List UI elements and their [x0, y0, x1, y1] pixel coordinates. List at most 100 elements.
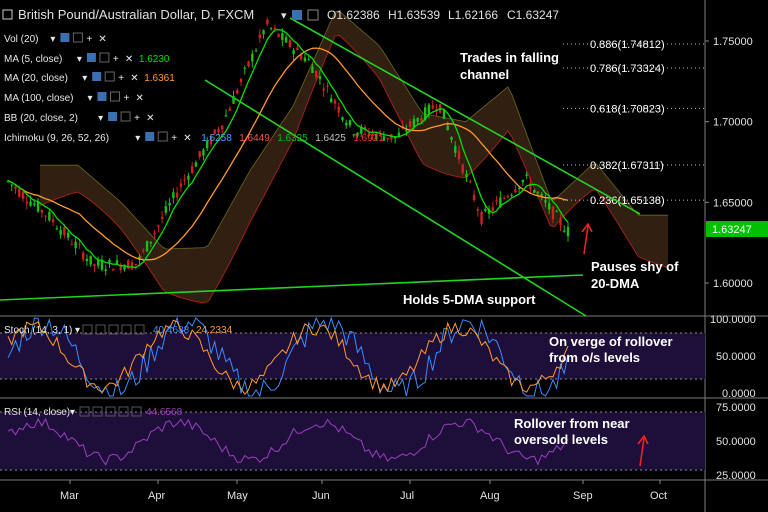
- ohlc-close: C1.63247: [507, 8, 559, 22]
- candle-body: [378, 131, 382, 133]
- stoch-toolbar-icons: [82, 324, 145, 335]
- candle-body: [93, 264, 96, 267]
- candle-body: [134, 263, 137, 265]
- candle-body: [326, 85, 329, 87]
- candle-body: [356, 132, 359, 136]
- symbol-title[interactable]: British Pound/Australian Dollar, D, FXCM: [18, 7, 254, 22]
- fib-label: 0.618(1.70823): [590, 103, 665, 115]
- fib-label: 0.886(1.74812): [590, 39, 665, 51]
- candle-body: [416, 118, 419, 122]
- settings-icon[interactable]: [292, 10, 302, 20]
- eye-icon[interactable]: [307, 9, 319, 21]
- candle-body: [36, 200, 40, 212]
- price-tick-label: 1.60000: [713, 278, 753, 290]
- candle-body: [40, 209, 44, 213]
- candle-body: [277, 33, 280, 37]
- stoch-legend[interactable]: Stoch (14, 3, 1) ▾ 40.4688 24.2334: [4, 324, 233, 336]
- channel-upper-line[interactable]: [289, 17, 641, 215]
- candle-body: [217, 129, 220, 133]
- candle-body: [484, 208, 487, 211]
- candle-body: [205, 140, 209, 149]
- ma-5-line: [7, 28, 569, 269]
- candle-body: [487, 209, 491, 214]
- candle-body: [142, 249, 145, 251]
- arrow-up-icon: [637, 434, 649, 467]
- rsi-tick-75: 75.0000: [716, 402, 756, 414]
- stoch-tick-50: 50.0000: [716, 351, 756, 363]
- plus-icon: +: [171, 133, 177, 144]
- chevron-down-icon: ▾: [82, 73, 87, 84]
- chevron-down-icon[interactable]: ▾: [281, 10, 287, 22]
- price-axis[interactable]: 1.75000 1.70000 1.65000 1.60000: [705, 36, 753, 290]
- plus-icon: +: [86, 34, 92, 45]
- candle-body: [164, 206, 168, 213]
- candle-body: [367, 133, 371, 136]
- candle-body: [450, 136, 453, 140]
- candle-body: [540, 194, 543, 197]
- candle-body: [559, 218, 562, 225]
- candle-body: [254, 50, 258, 52]
- candle-body: [299, 55, 303, 60]
- candle-body: [397, 132, 401, 137]
- candle-body: [345, 122, 348, 126]
- candle-body: [360, 127, 363, 134]
- candle-body: [408, 121, 412, 127]
- candle-body: [100, 261, 104, 270]
- candle-body: [247, 61, 250, 67]
- rsi-legend[interactable]: RSI (14, close) ▾ 44.6568: [4, 406, 183, 418]
- candle-body: [273, 27, 277, 29]
- chevron-down-icon: ▾: [77, 54, 82, 65]
- plus-icon: +: [134, 113, 140, 124]
- fib-label: 0.382(1.67311): [590, 160, 664, 172]
- plus-icon: +: [118, 73, 124, 84]
- ichimoku-value: 1.6449: [239, 133, 270, 144]
- channel-lower-line[interactable]: [204, 79, 587, 317]
- candle-body: [333, 100, 337, 104]
- annotation-rsi-line2: oversold levels: [514, 432, 608, 447]
- ohlc-high: H1.63539: [388, 8, 440, 22]
- cloud-span-a: [40, 10, 668, 250]
- price-tick-label: 1.65000: [713, 197, 753, 209]
- fib-label: 0.236(1.65138): [590, 195, 665, 207]
- candle-body: [454, 145, 457, 153]
- plus-icon: +: [113, 54, 119, 65]
- candle-body: [194, 162, 198, 167]
- candle-body: [435, 108, 438, 111]
- candle-body: [236, 90, 239, 94]
- candle-body: [63, 227, 66, 236]
- current-price-label: 1.63247: [712, 224, 752, 236]
- candle-body: [352, 134, 355, 136]
- stoch-k-value: 40.4688: [153, 325, 190, 336]
- candle-body: [115, 260, 119, 264]
- chevron-down-icon: ▾: [75, 325, 80, 336]
- collapse-icon[interactable]: [2, 9, 13, 20]
- candle-body: [258, 34, 262, 39]
- candle-body: [442, 109, 446, 119]
- candle-body: [266, 19, 269, 25]
- candle-body: [337, 106, 340, 113]
- candle-body: [465, 173, 468, 178]
- candle-body: [251, 53, 254, 62]
- chevron-down-icon: ▾: [98, 113, 103, 124]
- candle-body: [296, 47, 299, 51]
- plus-icon: +: [124, 93, 130, 104]
- candle-body: [307, 59, 310, 61]
- candle-body: [386, 137, 389, 140]
- candle-body: [74, 241, 77, 249]
- settings-icon: [92, 72, 102, 81]
- rsi-tick-50: 50.0000: [716, 436, 756, 448]
- support-trend-line[interactable]: [0, 274, 584, 301]
- candle-body: [521, 179, 525, 183]
- candle-body: [472, 195, 476, 201]
- ichimoku-value: 1.6425: [315, 133, 346, 144]
- settings-icon: [60, 33, 70, 42]
- time-axis[interactable]: Mar Apr May Jun Jul Aug Sep Oct: [60, 480, 667, 502]
- close-icon: ✕: [146, 113, 154, 124]
- candle-body: [243, 67, 246, 69]
- candle-body: [70, 244, 74, 246]
- candle-body: [284, 37, 288, 43]
- annotation-channel-line2: channel: [460, 67, 509, 82]
- candle-body: [491, 207, 495, 211]
- rsi-label: RSI (14, close): [4, 407, 70, 418]
